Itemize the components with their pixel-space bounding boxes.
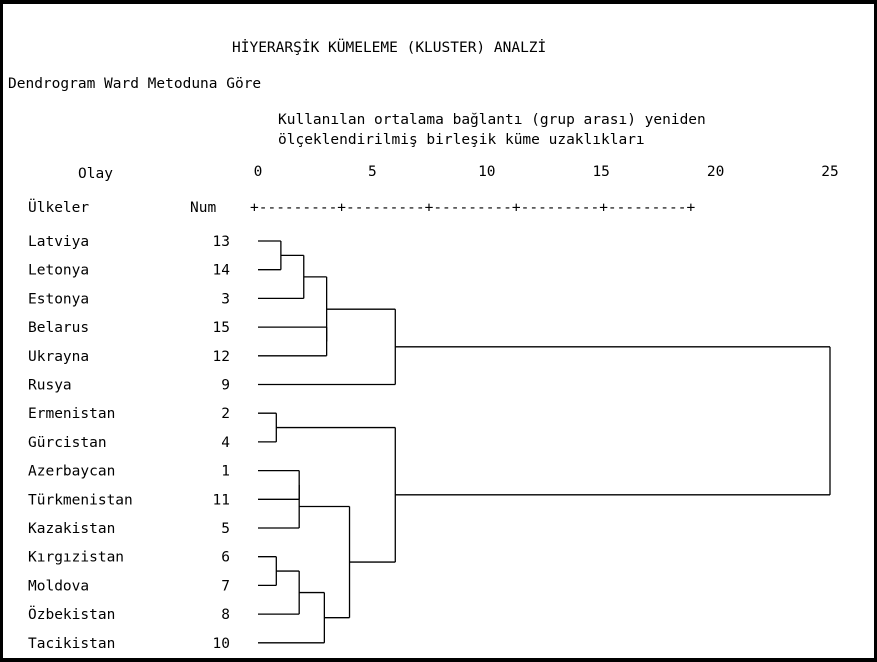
scale-tick-label: 20	[707, 164, 724, 180]
leaf-name: Estonya	[28, 291, 89, 307]
leaf-number: 13	[213, 234, 230, 250]
title: HİYERARŞİK KÜMELEME (KLUSTER) ANALZİ	[232, 38, 546, 56]
scale-tick-labels: 0 5 10 15 20 25	[254, 164, 839, 180]
leaf-number: 6	[221, 550, 230, 566]
caption-line-2: ölçeklendirilmiş birleşik küme uzaklıkla…	[278, 132, 645, 148]
leaf-name: Rusya	[28, 378, 72, 394]
leaf-name: Türkmenistan	[28, 492, 133, 508]
subtitle: Dendrogram Ward Metoduna Göre	[8, 76, 261, 92]
leaf-number: 14	[213, 263, 231, 279]
leaf-number: 3	[221, 291, 230, 307]
country-column-header: Ülkeler	[28, 198, 89, 216]
leaf-number: 10	[213, 636, 230, 652]
leaf-number: 15	[213, 320, 230, 336]
leaf-number: 12	[213, 349, 230, 365]
dendrogram-links	[258, 240, 831, 644]
caption-line-1: Kullanılan ortalama bağlantı (grup arası…	[278, 112, 706, 128]
leaf-number: 7	[221, 578, 230, 594]
leaf-name: Moldova	[28, 578, 89, 594]
leaf-number: 2	[221, 406, 230, 422]
leaf-name: Belarus	[28, 320, 89, 336]
leaf-number: 4	[221, 435, 230, 451]
num-column-header: Num	[190, 200, 216, 216]
scale-tick-label: 15	[592, 164, 609, 180]
scale-tick-label: 5	[368, 164, 377, 180]
scale-tick-label: 10	[478, 164, 495, 180]
leaf-name: Latviya	[28, 234, 89, 250]
leaf-name: Gürcistan	[28, 435, 107, 451]
scale-ruler: +---------+---------+---------+---------…	[250, 200, 695, 216]
leaf-number: 1	[221, 464, 230, 480]
leaf-name: Özbekistan	[28, 605, 115, 623]
leaf-number: 8	[221, 607, 230, 623]
leaf-name: Azerbaycan	[28, 464, 115, 480]
leaf-number: 9	[221, 378, 230, 394]
leaf-name: Kırgızistan	[28, 550, 124, 566]
scale-tick-label: 0	[254, 164, 263, 180]
case-label: Olay	[78, 166, 113, 182]
leaf-name: Letonya	[28, 263, 89, 279]
leaf-number: 11	[213, 492, 230, 508]
leaf-name: Ermenistan	[28, 406, 115, 422]
leaf-name: Kazakistan	[28, 521, 115, 537]
leaf-name: Ukrayna	[28, 349, 89, 365]
scale-tick-label: 25	[821, 164, 838, 180]
leaf-name: Tacikistan	[28, 636, 115, 652]
leaf-number: 5	[221, 521, 230, 537]
